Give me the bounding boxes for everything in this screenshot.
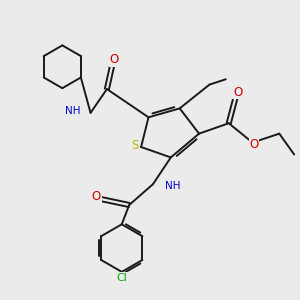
Text: NH: NH <box>65 106 80 116</box>
Text: O: O <box>233 85 242 98</box>
Text: S: S <box>131 139 138 152</box>
Text: NH: NH <box>166 181 181 191</box>
Text: O: O <box>110 53 119 66</box>
Text: O: O <box>249 138 259 151</box>
Text: O: O <box>92 190 101 203</box>
Text: Cl: Cl <box>116 273 127 283</box>
